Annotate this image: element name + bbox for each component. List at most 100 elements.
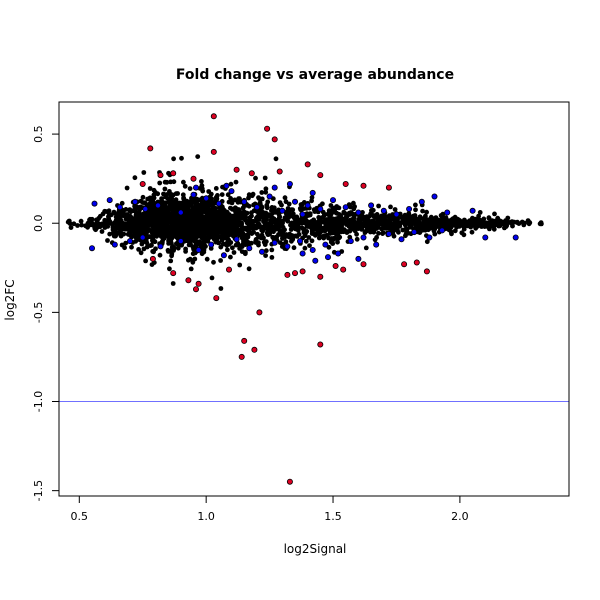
data-point (211, 259, 216, 265)
blue-point (431, 193, 438, 200)
data-point (160, 237, 166, 242)
data-point (133, 238, 139, 244)
data-point (231, 225, 236, 230)
data-point (332, 235, 337, 241)
data-point (190, 221, 196, 227)
red-point (225, 266, 232, 273)
data-point (298, 202, 304, 208)
data-point (219, 237, 225, 243)
data-point (168, 193, 174, 199)
data-point (148, 195, 154, 201)
data-point (164, 214, 170, 220)
data-point (332, 209, 338, 215)
data-point (189, 211, 194, 217)
data-point (162, 179, 168, 185)
data-point (392, 207, 398, 212)
data-point (148, 205, 153, 211)
red-point (185, 277, 192, 284)
data-point (141, 246, 147, 252)
data-point (195, 154, 201, 160)
data-point (240, 205, 246, 211)
data-point (132, 203, 138, 209)
data-point (246, 227, 252, 233)
red-point (360, 182, 367, 189)
data-point (220, 232, 225, 238)
data-point (104, 220, 110, 226)
x-tick-label: 1.0 (197, 510, 215, 523)
data-point (390, 224, 396, 229)
data-point (178, 217, 184, 223)
data-point (355, 220, 361, 226)
data-point (452, 228, 458, 234)
red-point (385, 184, 392, 191)
blue-point (220, 252, 227, 259)
data-point (204, 256, 210, 262)
data-point (321, 235, 327, 241)
data-point (224, 242, 230, 248)
data-point (296, 232, 302, 237)
data-point (231, 221, 237, 227)
data-point (308, 221, 314, 227)
data-point (179, 228, 185, 233)
data-point (102, 208, 108, 214)
data-point (291, 245, 297, 251)
data-point (127, 229, 133, 235)
blue-point (246, 245, 253, 252)
data-point (407, 222, 413, 228)
data-point (335, 239, 340, 245)
data-point (172, 231, 178, 237)
blue-point (195, 246, 202, 253)
data-point (133, 215, 139, 221)
data-point (282, 195, 288, 201)
data-point (171, 223, 177, 229)
red-point (139, 180, 146, 187)
data-point (522, 220, 527, 226)
data-point (139, 219, 145, 225)
data-point (302, 245, 308, 251)
data-point (220, 211, 226, 216)
data-point (387, 217, 393, 222)
data-point (118, 214, 123, 220)
data-point (481, 216, 487, 222)
data-point (336, 212, 342, 217)
data-point (204, 211, 210, 217)
data-point (245, 221, 251, 226)
data-point (405, 230, 411, 236)
data-point (370, 207, 376, 213)
data-point (209, 275, 215, 281)
data-point (191, 229, 196, 235)
data-point (182, 183, 188, 189)
data-point (285, 218, 291, 224)
data-point (193, 201, 198, 207)
data-point (120, 220, 125, 226)
data-point (422, 227, 428, 233)
data-point (218, 244, 224, 250)
blue-point (342, 204, 349, 211)
data-point (265, 223, 271, 229)
data-point (246, 195, 251, 201)
data-point (190, 235, 196, 241)
data-point (257, 200, 263, 206)
data-point (168, 258, 174, 264)
x-axis: 0.5 1.0 1.5 2.0 (71, 495, 469, 523)
data-point (66, 218, 72, 224)
red-point (271, 136, 278, 143)
data-point (288, 213, 293, 219)
data-point (168, 179, 174, 185)
data-point (228, 240, 234, 245)
y-tick-label: -1.0 (32, 391, 45, 412)
data-point (269, 247, 275, 253)
data-point (220, 206, 226, 212)
data-point (259, 190, 265, 195)
red-point (192, 286, 199, 293)
data-point (229, 200, 235, 206)
data-point (159, 216, 165, 222)
data-point (501, 221, 507, 227)
data-point (276, 215, 282, 221)
data-point (199, 218, 205, 224)
data-point (255, 209, 261, 215)
data-point (96, 215, 102, 221)
red-point (233, 166, 240, 173)
data-point (214, 209, 220, 215)
blue-point (154, 202, 161, 209)
